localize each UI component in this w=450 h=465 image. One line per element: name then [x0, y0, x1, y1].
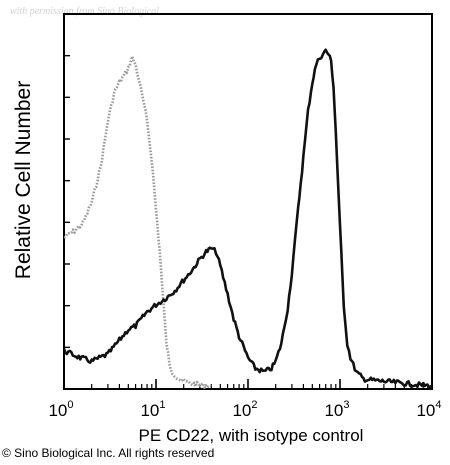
- x-tick-label: 101: [140, 399, 165, 420]
- x-tick-label-base: 10: [416, 401, 435, 420]
- x-tick-label: 104: [416, 399, 441, 420]
- x-axis-label: PE CD22, with isotype control: [138, 426, 364, 445]
- x-tick-label-base: 10: [48, 401, 67, 420]
- x-tick-label-exponent: 2: [251, 399, 257, 411]
- plot-frame: [63, 13, 433, 390]
- y-axis-label: Relative Cell Number: [12, 80, 35, 280]
- y-axis-ticks: [64, 54, 70, 349]
- x-tick-label-exponent: 0: [67, 399, 73, 411]
- x-tick-label-exponent: 1: [159, 399, 165, 411]
- x-tick-label-base: 10: [140, 401, 159, 420]
- copyright-notice: © Sino Biological Inc. All rights reserv…: [2, 446, 215, 460]
- x-tick-label: 100: [48, 399, 73, 420]
- watermark-text: with permission from Sino Biological: [10, 6, 160, 17]
- isotype-control-histogram: [64, 55, 212, 389]
- x-tick-label: 103: [324, 399, 349, 420]
- x-tick-label-exponent: 4: [435, 399, 441, 411]
- x-tick-label-base: 10: [232, 401, 251, 420]
- x-tick-label-base: 10: [324, 401, 343, 420]
- x-tick-label-exponent: 3: [343, 399, 349, 411]
- x-axis-tick-labels: 100 101 102 103 104: [48, 399, 441, 420]
- pe-cd22-histogram: [64, 48, 432, 389]
- x-tick-label: 102: [232, 399, 257, 420]
